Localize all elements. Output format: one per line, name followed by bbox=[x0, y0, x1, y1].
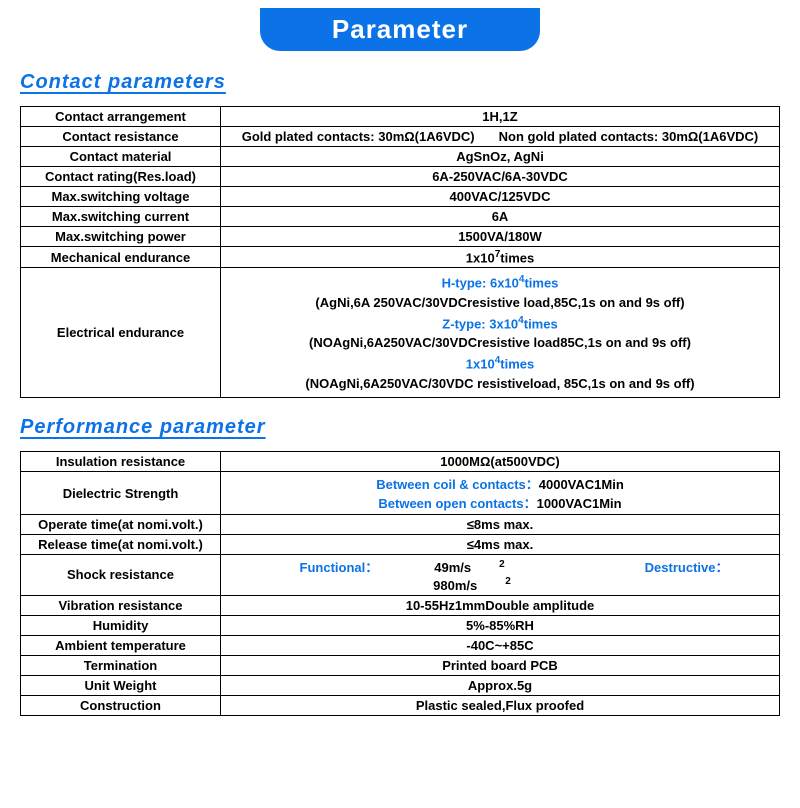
param-label: Construction bbox=[21, 695, 221, 715]
param-value: 1500VA/180W bbox=[221, 227, 780, 247]
performance-section-heading: Performance parameter bbox=[20, 416, 800, 439]
param-value: 1H,1Z bbox=[221, 107, 780, 127]
table-row: Contact rating(Res.load)6A-250VAC/6A-30V… bbox=[21, 167, 780, 187]
param-label: Max.switching voltage bbox=[21, 187, 221, 207]
table-row: Contact materialAgSnOz, AgNi bbox=[21, 147, 780, 167]
param-label: Mechanical endurance bbox=[21, 247, 221, 268]
performance-table: Insulation resistance1000MΩ(at500VDC)Die… bbox=[20, 451, 780, 715]
param-value: Between coil & contacts：4000VAC1MinBetwe… bbox=[221, 472, 780, 515]
param-label: Electrical endurance bbox=[21, 268, 221, 398]
param-label: Unit Weight bbox=[21, 675, 221, 695]
param-label: Max.switching current bbox=[21, 207, 221, 227]
param-value: Functional：49m/s2Destructive：980m/s2 bbox=[221, 555, 780, 595]
param-value: ≤4ms max. bbox=[221, 535, 780, 555]
param-value: 6A bbox=[221, 207, 780, 227]
contact-table: Contact arrangement1H,1ZContact resistan… bbox=[20, 106, 780, 398]
table-row: ConstructionPlastic sealed,Flux proofed bbox=[21, 695, 780, 715]
param-label: Ambient temperature bbox=[21, 635, 221, 655]
param-value: -40C~+85C bbox=[221, 635, 780, 655]
table-row: Vibration resistance10-55Hz1mmDouble amp… bbox=[21, 595, 780, 615]
table-row: Contact resistanceGold plated contacts: … bbox=[21, 127, 780, 147]
param-label: Contact rating(Res.load) bbox=[21, 167, 221, 187]
param-label: Humidity bbox=[21, 615, 221, 635]
contact-section-heading: Contact parameters bbox=[20, 71, 800, 94]
param-label: Contact resistance bbox=[21, 127, 221, 147]
param-value: ≤8ms max. bbox=[221, 515, 780, 535]
table-row: Unit WeightApprox.5g bbox=[21, 675, 780, 695]
param-label: Contact arrangement bbox=[21, 107, 221, 127]
table-row: TerminationPrinted board PCB bbox=[21, 655, 780, 675]
table-row: Max.switching power1500VA/180W bbox=[21, 227, 780, 247]
table-row: Max.switching current6A bbox=[21, 207, 780, 227]
table-row: Shock resistanceFunctional：49m/s2Destruc… bbox=[21, 555, 780, 595]
param-value: Plastic sealed,Flux proofed bbox=[221, 695, 780, 715]
table-row: Operate time(at nomi.volt.)≤8ms max. bbox=[21, 515, 780, 535]
param-value: 10-55Hz1mmDouble amplitude bbox=[221, 595, 780, 615]
table-row: Max.switching voltage400VAC/125VDC bbox=[21, 187, 780, 207]
param-value: Gold plated contacts: 30mΩ(1A6VDC)Non go… bbox=[221, 127, 780, 147]
table-row: Ambient temperature-40C~+85C bbox=[21, 635, 780, 655]
param-value: 6A-250VAC/6A-30VDC bbox=[221, 167, 780, 187]
param-label: Vibration resistance bbox=[21, 595, 221, 615]
table-row: Electrical enduranceH-type: 6x104times(A… bbox=[21, 268, 780, 398]
param-label: Insulation resistance bbox=[21, 452, 221, 472]
table-row: Dielectric StrengthBetween coil & contac… bbox=[21, 472, 780, 515]
param-value: 5%-85%RH bbox=[221, 615, 780, 635]
table-row: Insulation resistance1000MΩ(at500VDC) bbox=[21, 452, 780, 472]
param-label: Max.switching power bbox=[21, 227, 221, 247]
param-label: Operate time(at nomi.volt.) bbox=[21, 515, 221, 535]
param-value: AgSnOz, AgNi bbox=[221, 147, 780, 167]
table-row: Humidity5%-85%RH bbox=[21, 615, 780, 635]
page-banner: Parameter bbox=[260, 8, 540, 51]
param-label: Release time(at nomi.volt.) bbox=[21, 535, 221, 555]
table-row: Contact arrangement1H,1Z bbox=[21, 107, 780, 127]
param-label: Termination bbox=[21, 655, 221, 675]
param-value: H-type: 6x104times(AgNi,6A 250VAC/30VDCr… bbox=[221, 268, 780, 398]
param-value: 1000MΩ(at500VDC) bbox=[221, 452, 780, 472]
param-value: 400VAC/125VDC bbox=[221, 187, 780, 207]
param-value: Approx.5g bbox=[221, 675, 780, 695]
param-label: Contact material bbox=[21, 147, 221, 167]
param-label: Shock resistance bbox=[21, 555, 221, 595]
param-value: Printed board PCB bbox=[221, 655, 780, 675]
param-value: 1x107times bbox=[221, 247, 780, 268]
table-row: Mechanical endurance1x107times bbox=[21, 247, 780, 268]
param-label: Dielectric Strength bbox=[21, 472, 221, 515]
table-row: Release time(at nomi.volt.)≤4ms max. bbox=[21, 535, 780, 555]
